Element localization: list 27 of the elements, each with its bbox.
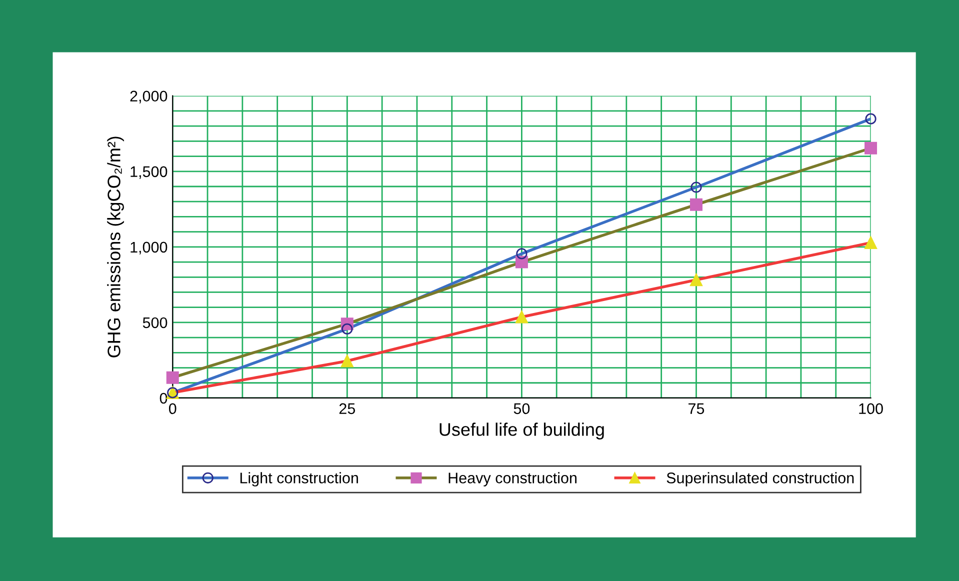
x-tick-label: 25 xyxy=(339,403,356,414)
legend-label: Heavy construction xyxy=(448,472,576,486)
legend-label: Light construction xyxy=(240,472,358,486)
point xyxy=(516,248,528,260)
point xyxy=(864,142,878,154)
point xyxy=(690,198,702,211)
point xyxy=(690,274,702,286)
point xyxy=(166,371,179,384)
y-tick-label: 0 xyxy=(160,392,168,404)
point xyxy=(515,256,528,268)
y-tick-label: 500 xyxy=(142,317,168,328)
x-tick-label: 75 xyxy=(688,403,704,414)
x-axis-title: Useful life of building xyxy=(440,422,604,440)
point xyxy=(864,236,878,249)
y-tick-label: 2,000 xyxy=(130,90,168,104)
point xyxy=(865,113,876,124)
x-tick-label: 0 xyxy=(168,403,176,414)
legend-label: Superinsulated construction xyxy=(666,472,854,486)
point xyxy=(690,182,702,193)
x-tick-label: 100 xyxy=(859,403,883,414)
y-axis-title: GHG emissions (kgCO₂/m²) xyxy=(107,136,124,358)
y-tick-label: 1,500 xyxy=(130,166,168,179)
point xyxy=(342,323,353,335)
point xyxy=(340,354,354,368)
y-tick-label: 1,000 xyxy=(130,242,168,254)
x-tick-label: 50 xyxy=(514,403,530,414)
point xyxy=(515,310,528,324)
